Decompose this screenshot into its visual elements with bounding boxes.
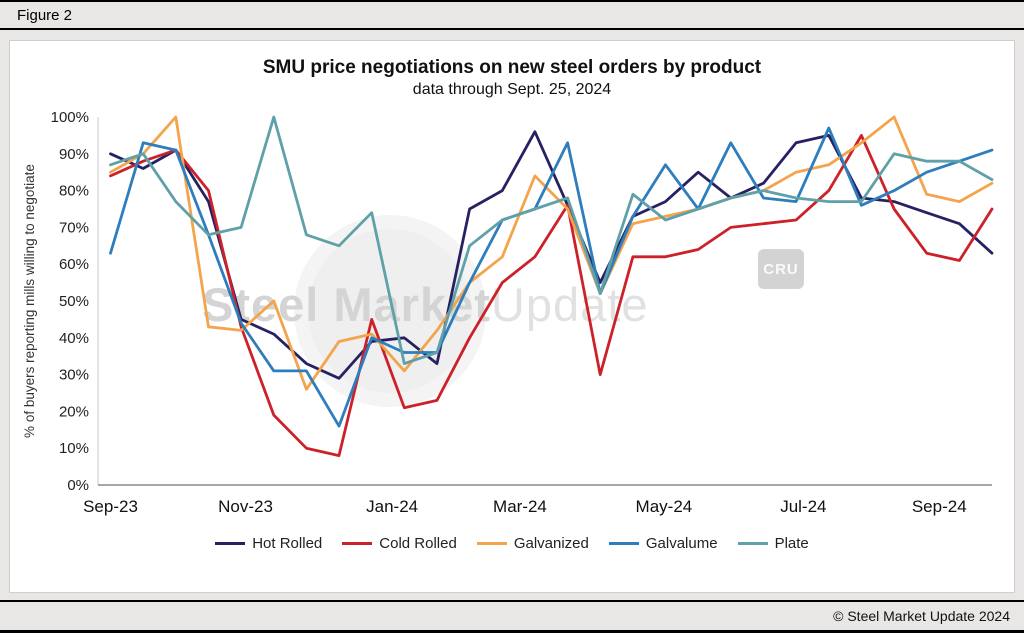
- legend-item-hot-rolled: Hot Rolled: [215, 535, 322, 552]
- smu-logo-watermark: [294, 215, 486, 407]
- chart-title: SMU price negotiations on new steel orde…: [262, 57, 762, 78]
- figure-header: Figure 2: [0, 0, 1024, 30]
- y-tick-label: 80%: [59, 183, 89, 200]
- figure-footer: © Steel Market Update 2024: [0, 600, 1024, 633]
- y-axis-label: % of buyers reporting mills willing to n…: [22, 164, 37, 438]
- y-tick-label: 60%: [59, 256, 89, 273]
- smu-text-watermark: Steel MarketUpdate: [202, 281, 648, 328]
- y-tick-label: 0%: [67, 477, 89, 494]
- y-tick-label: 30%: [59, 367, 89, 384]
- legend-item-cold-rolled: Cold Rolled: [342, 535, 457, 552]
- legend-label-plate: Plate: [774, 535, 809, 552]
- legend-swatch-galvanized: [476, 541, 507, 546]
- y-tick-label: 40%: [59, 330, 89, 347]
- series-line-plate: [109, 115, 994, 366]
- x-tick-label: Sep-24: [912, 497, 967, 516]
- legend-swatch-hot-rolled: [215, 541, 246, 546]
- legend-label-hot-rolled: Hot Rolled: [252, 535, 323, 552]
- legend-item-plate: Plate: [737, 535, 809, 552]
- line-chart: 0% 10% 20% 30% 40% 50% 60% 70% 80% 90% 100% % of bu…: [22, 109, 994, 516]
- legend-swatch-cold-rolled: [342, 541, 373, 546]
- watermark-light-text: Update: [490, 278, 649, 331]
- legend-item-galvanized: Galvanized: [476, 535, 589, 552]
- y-tick-label: 20%: [59, 403, 89, 420]
- legend-item-galvalume: Galvalume: [608, 535, 718, 552]
- y-tick-label: 90%: [59, 146, 89, 163]
- x-tick-label: Jul-24: [780, 497, 826, 516]
- copyright: © Steel Market Update 2024: [833, 608, 1010, 624]
- chart-card: SMU price negotiations on new steel orde…: [9, 40, 1015, 593]
- series-line-galvalume: [109, 126, 994, 428]
- chart-legend: Hot Rolled Cold Rolled Galvanized Galvalume…: [10, 535, 1014, 552]
- chart-subtitle: data through Sept. 25, 2024: [412, 81, 612, 98]
- x-tick-label: Nov-23: [218, 497, 273, 516]
- legend-swatch-plate: [737, 541, 768, 546]
- series-line-galvanized: [109, 115, 994, 391]
- figure-label: Figure 2: [17, 6, 73, 24]
- legend-label-galvanized: Galvanized: [513, 535, 589, 552]
- x-tick-label: Mar-24: [493, 497, 547, 516]
- series-line-hot-rolled: [109, 130, 994, 380]
- series-line-cold-rolled: [109, 134, 994, 458]
- x-tick-label: Sep-23: [83, 497, 138, 516]
- legend-label-cold-rolled: Cold Rolled: [379, 535, 457, 552]
- y-tick-label: 50%: [59, 293, 89, 310]
- x-tick-label: Jan-24: [366, 497, 418, 516]
- x-tick-label: May-24: [636, 497, 693, 516]
- y-tick-label: 100%: [51, 109, 89, 126]
- legend-swatch-galvalume: [608, 541, 639, 546]
- y-tick-label: 70%: [59, 219, 89, 236]
- chart-area: Steel MarketUpdate CRU 0% 10% 20% 30% 40% 50%…: [16, 103, 1008, 533]
- y-tick-label: 10%: [59, 440, 89, 457]
- watermark-bold-text: Steel Market: [202, 278, 491, 331]
- legend-label-galvalume: Galvalume: [645, 535, 718, 552]
- cru-logo-watermark: CRU: [758, 249, 804, 289]
